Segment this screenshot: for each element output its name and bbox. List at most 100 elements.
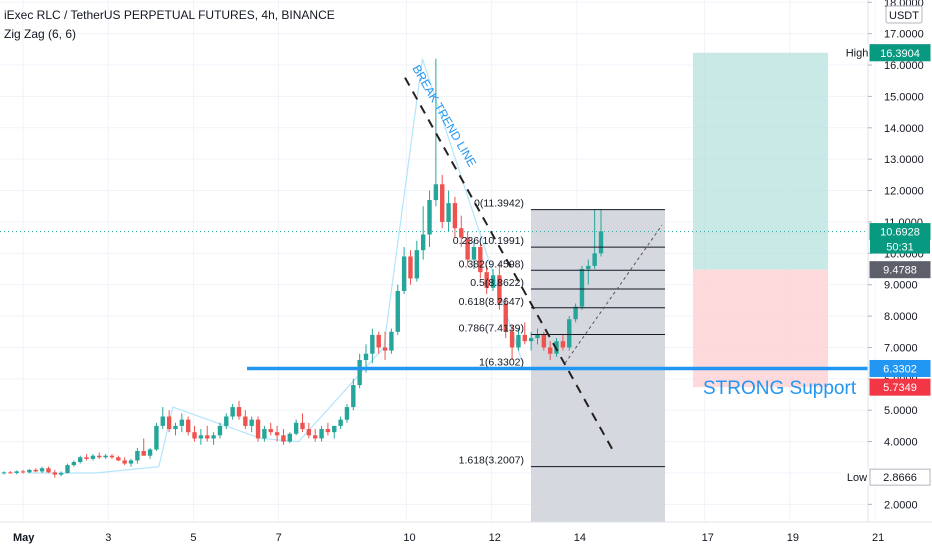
currency-box xyxy=(885,5,923,24)
candle-body xyxy=(236,407,242,417)
low-tag-box xyxy=(869,468,931,486)
candle xyxy=(224,413,229,430)
fibonacci-level-label: 1.618(3.2007) xyxy=(459,455,524,467)
candle-body xyxy=(433,184,439,200)
target-price-tag-box xyxy=(869,44,931,62)
low-tag-label-bg xyxy=(842,469,872,486)
candle-body xyxy=(20,471,26,473)
price-tick-label: 2.0000 xyxy=(884,499,918,511)
candle-body xyxy=(243,416,248,426)
candle-body xyxy=(52,472,58,475)
candle xyxy=(351,378,356,411)
indicator-label[interactable]: Zig Zag (6, 6) xyxy=(4,27,77,41)
candle xyxy=(255,416,261,442)
candle-body xyxy=(389,331,394,351)
candle xyxy=(319,425,324,442)
candle-body xyxy=(97,455,102,458)
fibonacci-level-label: 0.236(10.1991) xyxy=(453,235,524,247)
candle xyxy=(300,413,305,433)
candle-body xyxy=(14,471,19,473)
candle xyxy=(503,297,508,339)
candle-body xyxy=(516,334,521,348)
price-tick-label: 18.0000 xyxy=(884,0,924,9)
candle xyxy=(185,416,191,436)
candle xyxy=(313,429,318,442)
candle-body xyxy=(8,472,13,474)
fibonacci-level-label: 1(6.3302) xyxy=(479,356,524,368)
candle-body xyxy=(27,469,32,473)
candle xyxy=(325,422,331,436)
time-tick-label: 7 xyxy=(276,532,282,544)
countdown-box xyxy=(870,239,930,254)
candle-body xyxy=(268,429,273,433)
candle-body xyxy=(160,416,165,426)
price-tick-label: 5.0000 xyxy=(884,405,918,417)
candle xyxy=(179,413,185,433)
fibonacci-level: 0.236(10.1991) xyxy=(453,235,665,248)
candle-body xyxy=(33,469,38,472)
candle-body xyxy=(497,275,502,304)
candle-body xyxy=(395,290,400,332)
candle xyxy=(211,432,216,445)
candle-body xyxy=(547,347,553,354)
candle-body xyxy=(293,422,299,434)
candle-body xyxy=(535,334,540,339)
candle-body xyxy=(459,228,464,238)
candle-body xyxy=(306,429,312,436)
candle-body xyxy=(484,272,489,288)
candle xyxy=(14,470,19,475)
candle xyxy=(217,422,223,439)
candle xyxy=(281,429,286,445)
candle xyxy=(262,425,267,442)
high-tag-label: High xyxy=(846,47,869,59)
candle xyxy=(27,469,32,473)
candle xyxy=(58,471,64,477)
candle-body xyxy=(166,416,172,430)
price-axis: 2.00003.00004.00005.00006.00007.00008.00… xyxy=(867,0,924,522)
candle-body xyxy=(103,455,108,458)
candle-body xyxy=(192,432,197,439)
countdown-text: 50:31 xyxy=(886,242,914,254)
candle-body xyxy=(224,416,229,426)
candle-body xyxy=(579,269,585,307)
candle xyxy=(293,419,299,436)
candle-body xyxy=(58,472,64,475)
candle xyxy=(338,416,343,430)
candle-body xyxy=(382,347,388,351)
candle-body xyxy=(465,237,470,260)
candle-body xyxy=(541,334,547,348)
candle xyxy=(484,265,489,295)
candle xyxy=(122,457,127,466)
candle-body xyxy=(39,468,45,472)
time-tick-label: 10 xyxy=(403,532,415,544)
time-tick-label: 12 xyxy=(489,532,501,544)
price-tick-label: 16.0000 xyxy=(884,60,924,72)
price-tick-label: 14.0000 xyxy=(884,123,924,135)
candle-body xyxy=(414,250,420,279)
candle xyxy=(205,425,210,442)
candle xyxy=(71,460,77,467)
candle-body xyxy=(452,203,458,229)
candle-body xyxy=(230,407,235,417)
candle-body xyxy=(109,455,115,458)
candle-body xyxy=(446,203,451,222)
candle xyxy=(166,410,172,433)
candle-body xyxy=(128,460,134,464)
candle-body xyxy=(522,334,527,342)
candle xyxy=(490,269,496,291)
candle-body xyxy=(313,435,318,439)
price-tick-label: 4.0000 xyxy=(884,437,918,449)
candle-body xyxy=(325,429,331,433)
candle xyxy=(116,455,121,462)
low-tag-text: 2.8666 xyxy=(883,472,917,484)
candle xyxy=(567,316,572,351)
entry-price-tag-box xyxy=(869,261,931,279)
candle xyxy=(592,209,597,270)
candle-body xyxy=(46,468,51,473)
candle xyxy=(173,422,178,436)
candle xyxy=(389,328,394,354)
candle-body xyxy=(567,319,572,348)
support-price-tag-text: 6.3302 xyxy=(883,363,917,375)
fibonacci-level-label: 0.618(8.2647) xyxy=(459,296,524,308)
